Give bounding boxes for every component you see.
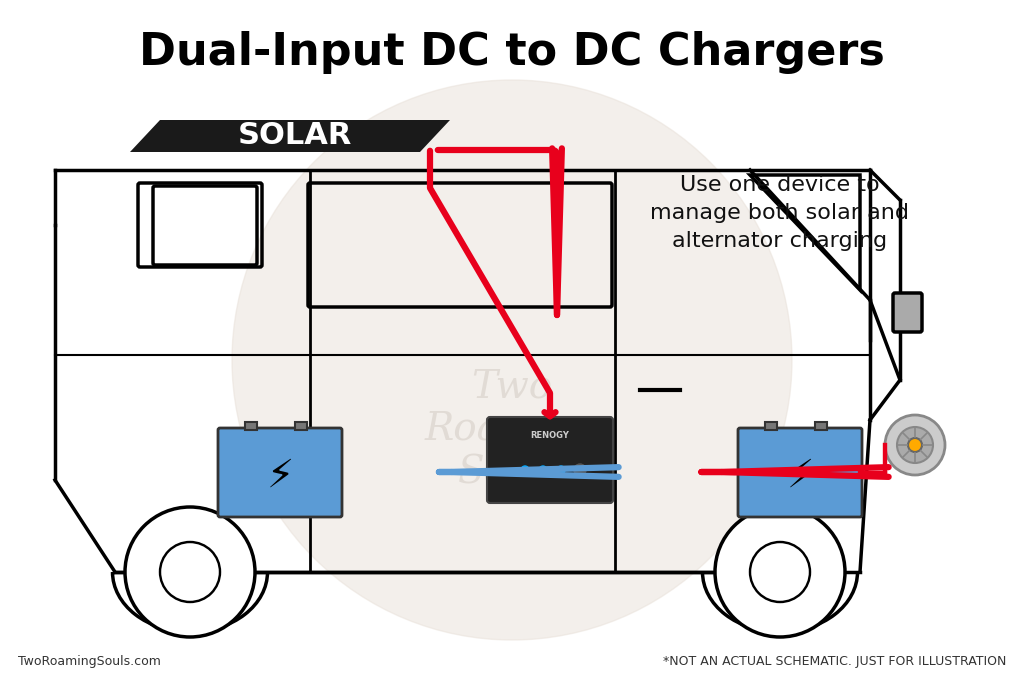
Text: TwoRoamingSouls.com: TwoRoamingSouls.com <box>18 655 161 668</box>
FancyBboxPatch shape <box>765 422 777 430</box>
Text: SOLAR: SOLAR <box>238 122 352 150</box>
FancyBboxPatch shape <box>487 417 613 503</box>
Circle shape <box>885 415 945 475</box>
Circle shape <box>557 466 565 474</box>
Circle shape <box>574 464 586 476</box>
Text: ⚡: ⚡ <box>786 456 814 494</box>
Polygon shape <box>130 120 450 152</box>
Text: Dual-Input DC to DC Chargers: Dual-Input DC to DC Chargers <box>139 31 885 74</box>
FancyBboxPatch shape <box>815 422 827 430</box>
FancyBboxPatch shape <box>295 422 307 430</box>
FancyBboxPatch shape <box>738 428 862 517</box>
FancyBboxPatch shape <box>893 293 922 332</box>
Text: ⚡: ⚡ <box>266 456 294 494</box>
Circle shape <box>908 438 922 452</box>
Circle shape <box>897 427 933 463</box>
Text: Use one device to
manage both solar and
alternator charging: Use one device to manage both solar and … <box>650 175 909 251</box>
Circle shape <box>715 507 845 637</box>
Text: *NOT AN ACTUAL SCHEMATIC. JUST FOR ILLUSTRATION: *NOT AN ACTUAL SCHEMATIC. JUST FOR ILLUS… <box>663 655 1006 668</box>
Circle shape <box>521 466 529 474</box>
Text: Two
Roaming
Souls: Two Roaming Souls <box>425 368 599 492</box>
Circle shape <box>125 507 255 637</box>
Text: RENOGY: RENOGY <box>530 430 569 439</box>
FancyBboxPatch shape <box>218 428 342 517</box>
Circle shape <box>232 80 792 640</box>
FancyBboxPatch shape <box>245 422 257 430</box>
Circle shape <box>539 466 547 474</box>
